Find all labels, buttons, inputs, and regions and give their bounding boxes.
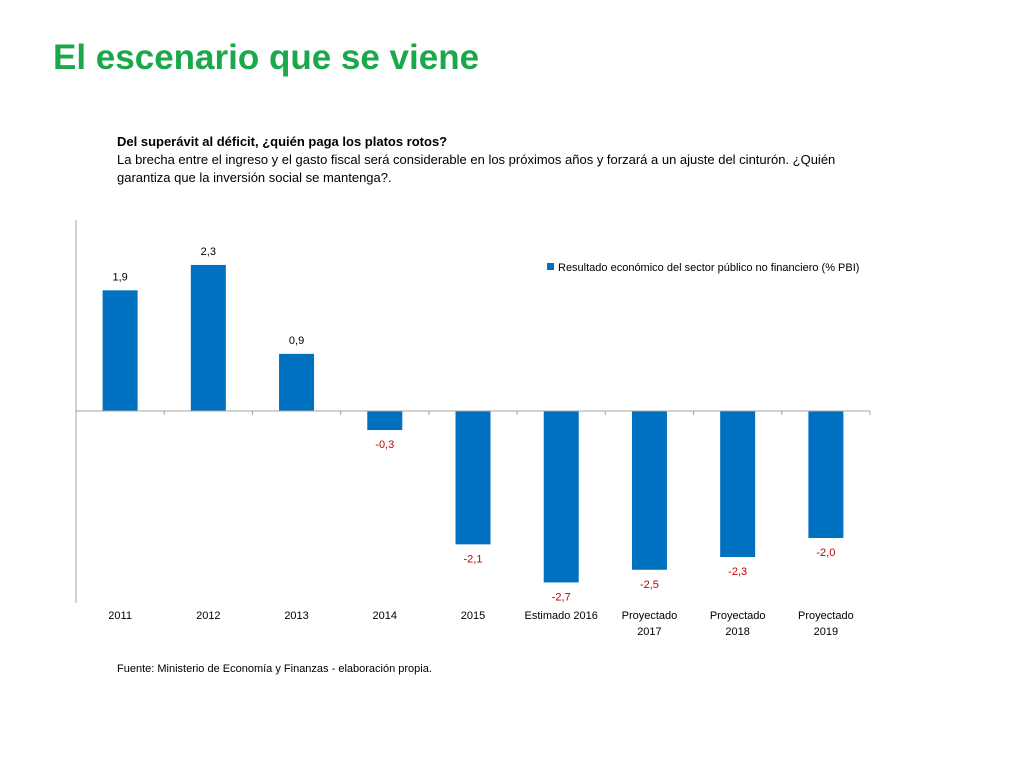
data-label: -2,5 xyxy=(640,579,659,591)
bar xyxy=(367,411,403,431)
chart-axes xyxy=(75,220,871,603)
category-label: 2015 xyxy=(461,610,485,622)
category-labels: 2011 2012 2013 2014 2015 Estimado 2016 Proyect… xyxy=(108,610,853,638)
category-label: 2011 xyxy=(108,610,132,622)
description-body: La brecha entre el ingreso y el gasto fi… xyxy=(117,152,836,185)
bar xyxy=(631,411,667,570)
chart-legend: Resultado económico del sector público n… xyxy=(547,262,859,274)
category-label: Proyectado xyxy=(798,610,854,622)
data-label: -0,3 xyxy=(375,439,394,451)
bar xyxy=(455,411,491,545)
data-label: -2,7 xyxy=(552,591,571,603)
category-label: 2014 xyxy=(373,610,397,622)
description-heading: Del superávit al déficit, ¿quién paga lo… xyxy=(117,134,448,149)
source-note: Fuente: Ministerio de Economía y Finanza… xyxy=(117,663,432,675)
chart-description: Del superávit al déficit, ¿quién paga lo… xyxy=(117,133,877,187)
bar xyxy=(543,411,579,583)
category-label: Proyectado xyxy=(622,610,678,622)
category-label: 2013 xyxy=(284,610,308,622)
bar xyxy=(720,411,756,558)
category-label: Proyectado xyxy=(710,610,766,622)
data-label: -2,3 xyxy=(728,566,747,578)
bar xyxy=(102,290,138,411)
category-label: 2012 xyxy=(196,610,220,622)
category-label: 2018 xyxy=(725,626,749,638)
category-label: Estimado 2016 xyxy=(525,610,598,622)
category-label: 2019 xyxy=(814,626,838,638)
legend-swatch xyxy=(547,263,554,270)
bar-series xyxy=(102,264,844,583)
bar xyxy=(190,264,226,411)
bar xyxy=(279,353,315,411)
data-label: 2,3 xyxy=(201,246,216,258)
data-label: 0,9 xyxy=(289,335,304,347)
data-label: 1,9 xyxy=(112,271,127,283)
bar xyxy=(808,411,844,538)
category-label: 2017 xyxy=(637,626,661,638)
data-label: -2,0 xyxy=(816,547,835,559)
slide-title: El escenario que se viene xyxy=(53,38,480,77)
data-label: -2,1 xyxy=(464,553,483,565)
data-labels: 1,9 2,3 0,9 -0,3 -2,1 -2,7 -2,5 -2,3 -2,0 xyxy=(112,246,835,604)
legend-label: Resultado económico del sector público n… xyxy=(558,262,859,274)
